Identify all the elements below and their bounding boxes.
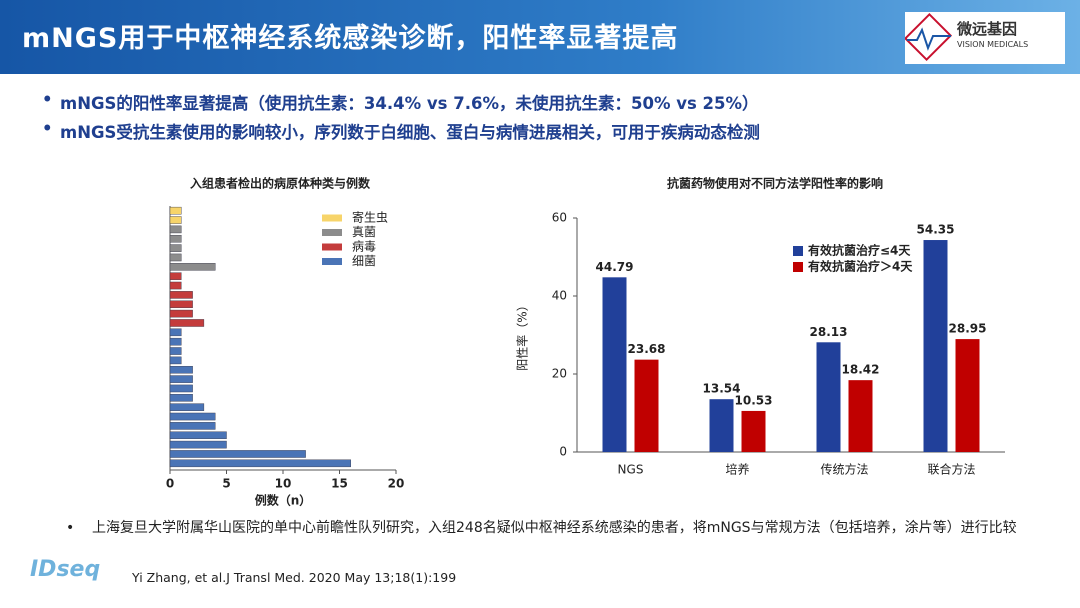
- bar: [169, 356, 182, 365]
- legend-swatch: [322, 258, 342, 265]
- bar: [816, 342, 841, 452]
- bar: [709, 399, 734, 452]
- y-tick-label: 60: [552, 211, 567, 225]
- bar: [169, 403, 205, 411]
- bar: [955, 339, 980, 452]
- bar: [169, 291, 193, 299]
- chart-title: 入组患者检出的病原体种类与例数: [190, 176, 371, 191]
- legend-label: 寄生虫: [352, 210, 388, 225]
- bar: [602, 277, 627, 452]
- legend-swatch: [322, 243, 342, 251]
- data-label: 28.13: [810, 325, 848, 339]
- bar: [169, 440, 227, 449]
- legend-label: 有效抗菌治疗＞4天: [808, 259, 913, 274]
- x-tick-label: 15: [331, 477, 348, 491]
- data-label: 23.68: [628, 342, 666, 356]
- citation: Yi Zhang, et al.J Transl Med. 2020 May 1…: [132, 570, 457, 585]
- x-tick-label: 5: [222, 477, 230, 491]
- bar: [169, 431, 227, 440]
- bar: [169, 319, 205, 327]
- logo-subtitle: VISION MEDICALS: [957, 40, 1029, 49]
- x-tick-label: 联合方法: [927, 462, 975, 477]
- data-label: 18.42: [842, 363, 880, 377]
- data-label: 10.53: [735, 393, 773, 407]
- bar: [169, 459, 352, 468]
- bar: [169, 328, 182, 337]
- footer-logo: IDseq: [30, 557, 101, 582]
- slide-title: mNGS用于中枢神经系统感染诊断，阳性率显著提高: [22, 23, 679, 54]
- bar: [169, 394, 193, 402]
- y-tick-label: 20: [552, 367, 567, 381]
- bar: [169, 281, 182, 290]
- x-tick-label: 10: [275, 477, 292, 491]
- logo-icon: [903, 12, 953, 62]
- bar: [169, 253, 182, 262]
- bar: [634, 359, 659, 452]
- legend-label: 病毒: [352, 239, 376, 254]
- bar: [169, 263, 216, 271]
- bar: [848, 380, 873, 452]
- bar: [169, 450, 306, 458]
- bullet: mNGS受抗生素使用的影响较小，序列数于白细胞、蛋白与病情进展相关，可用于疾病动…: [42, 119, 760, 143]
- bar: [169, 337, 182, 346]
- bar: [169, 375, 193, 383]
- x-tick-label: 培养: [725, 462, 749, 477]
- legend-swatch: [793, 262, 803, 272]
- x-axis-label: 例数（n）: [255, 493, 312, 508]
- bar: [169, 244, 182, 252]
- bar: [169, 216, 182, 224]
- data-label: 28.95: [949, 322, 987, 336]
- bar: [923, 240, 948, 452]
- y-tick-label: 40: [552, 289, 567, 303]
- logo: 微远基因 VISION MEDICALS: [903, 12, 1065, 64]
- x-tick-label: 20: [388, 477, 405, 491]
- data-label: 44.79: [596, 260, 634, 274]
- x-tick-label: 0: [166, 477, 174, 491]
- y-axis-label: 阳性率（%）: [515, 299, 530, 370]
- bullet: mNGS的阳性率显著提高（使用抗生素：34.4% vs 7.6%，未使用抗生素：…: [42, 90, 759, 114]
- data-label: 13.54: [703, 382, 741, 396]
- logo-name: 微远基因: [957, 20, 1018, 38]
- legend-label: 真菌: [352, 225, 376, 239]
- legend-swatch: [322, 214, 342, 222]
- bar: [169, 272, 182, 280]
- bar: [169, 365, 193, 374]
- bar: [169, 225, 182, 234]
- legend-swatch: [793, 246, 803, 256]
- bar: [169, 300, 193, 309]
- legend-label: 细菌: [352, 254, 376, 268]
- bar: [169, 412, 216, 421]
- bar: [741, 410, 766, 452]
- bar: [169, 422, 216, 430]
- bar: [169, 206, 182, 215]
- note: 上海复旦大学附属华山医院的单中心前瞻性队列研究，入组248名疑似中枢神经系统感染…: [66, 518, 1067, 539]
- legend-label: 有效抗菌治疗≤4天: [808, 243, 911, 258]
- legend-swatch: [322, 229, 342, 236]
- chart-title: 抗菌药物使用对不同方法学阳性率的影响: [667, 176, 883, 191]
- x-tick-label: NGS: [618, 463, 644, 477]
- bar: [169, 347, 182, 355]
- bar: [169, 384, 193, 393]
- bar: [169, 234, 182, 243]
- bar: [169, 309, 193, 318]
- data-label: 54.35: [917, 223, 955, 237]
- y-tick-label: 0: [559, 445, 567, 459]
- x-tick-label: 传统方法: [820, 462, 868, 477]
- header-band: mNGS用于中枢神经系统感染诊断，阳性率显著提高 微远基因 VISION MED…: [0, 0, 1080, 74]
